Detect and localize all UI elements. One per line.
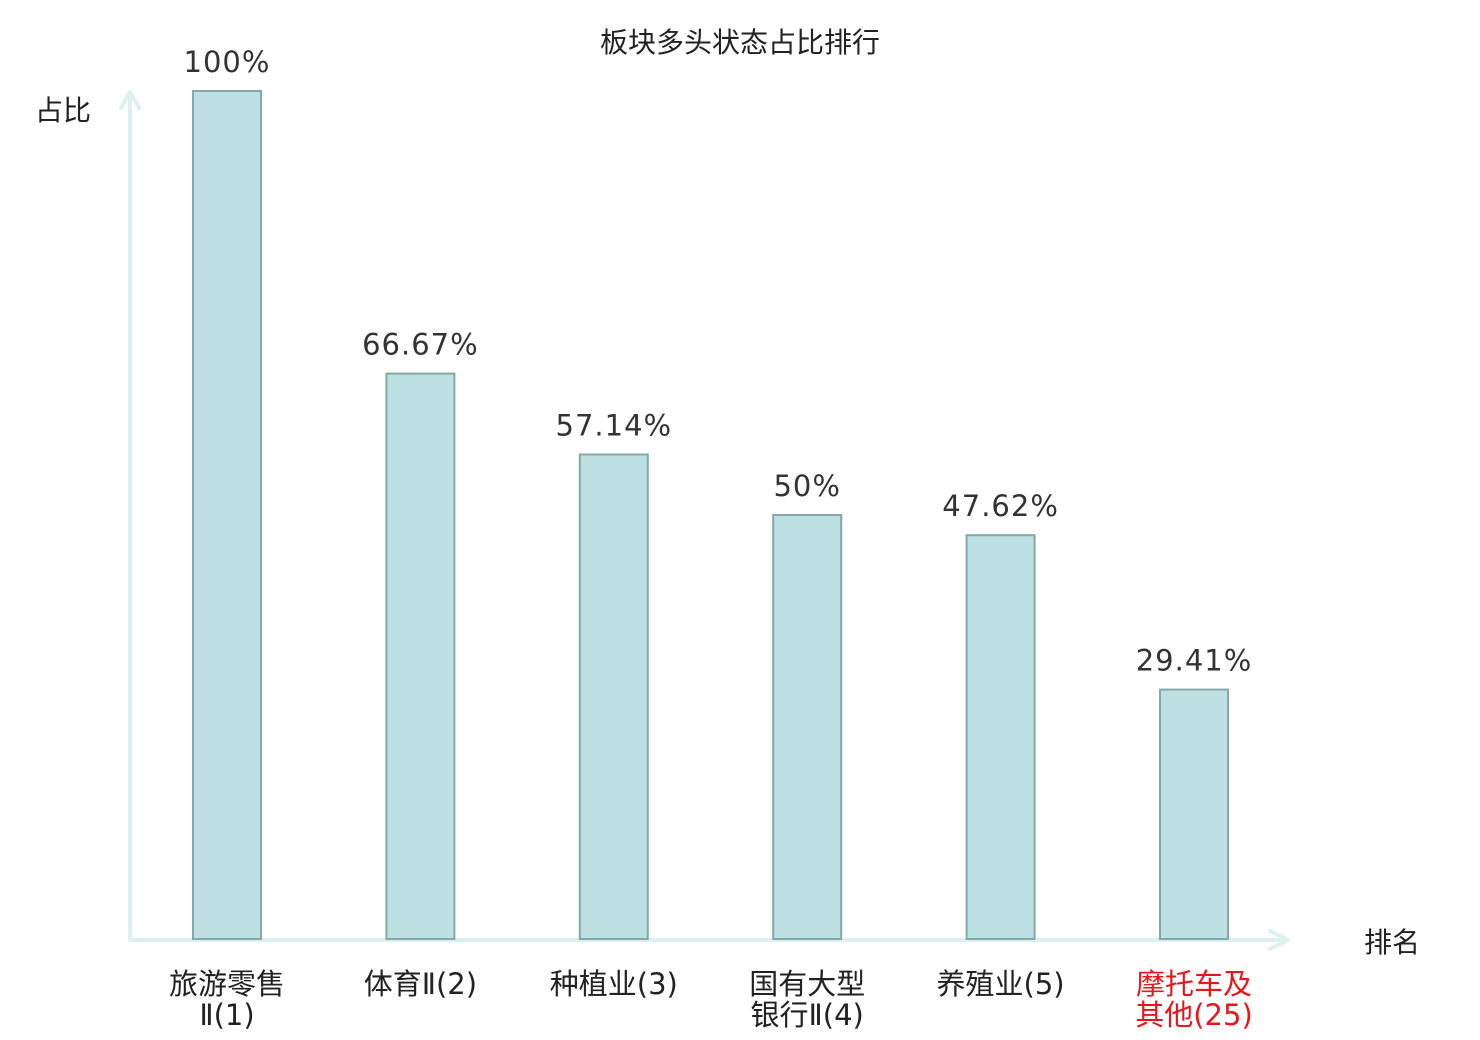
bar: [385, 372, 456, 941]
category-label: 旅游零售: [169, 967, 285, 1001]
category-label: 摩托车及: [1136, 967, 1252, 1001]
bar-value-label: 29.41%: [1136, 644, 1253, 678]
y-axis-line: [119, 90, 141, 942]
value-labels: 100% 66.67% 57.14% 50% 47.62% 29.41%: [184, 45, 1253, 678]
bar-value-label: 57.14%: [556, 409, 673, 443]
bar-value-label: 100%: [184, 45, 271, 79]
bars: [192, 90, 1229, 941]
chart-title: 板块多头状态占比排行: [600, 26, 880, 59]
bar: [192, 90, 262, 940]
category-label: 体育Ⅱ(2): [364, 967, 477, 1001]
bar: [772, 514, 843, 940]
category-label: 其他(25): [1135, 998, 1253, 1032]
category-label: 种植业(3): [550, 967, 678, 1001]
bar: [1159, 688, 1229, 940]
bar-value-label: 50%: [773, 469, 840, 503]
x-axis-label: 排名: [1364, 926, 1420, 959]
category-label: Ⅱ(1): [199, 998, 254, 1032]
category-label: 国有大型: [749, 967, 865, 1001]
bar-value-label: 66.67%: [362, 328, 479, 362]
category-label: 银行Ⅱ(4): [751, 998, 864, 1032]
x-axis-line: [128, 929, 1290, 951]
bar: [965, 534, 1036, 940]
y-axis-label: 占比: [35, 94, 91, 127]
category-label: 养殖业(5): [937, 967, 1065, 1001]
bar: [578, 453, 649, 940]
axes: [119, 90, 1290, 951]
bar-value-label: 47.62%: [942, 489, 1059, 523]
